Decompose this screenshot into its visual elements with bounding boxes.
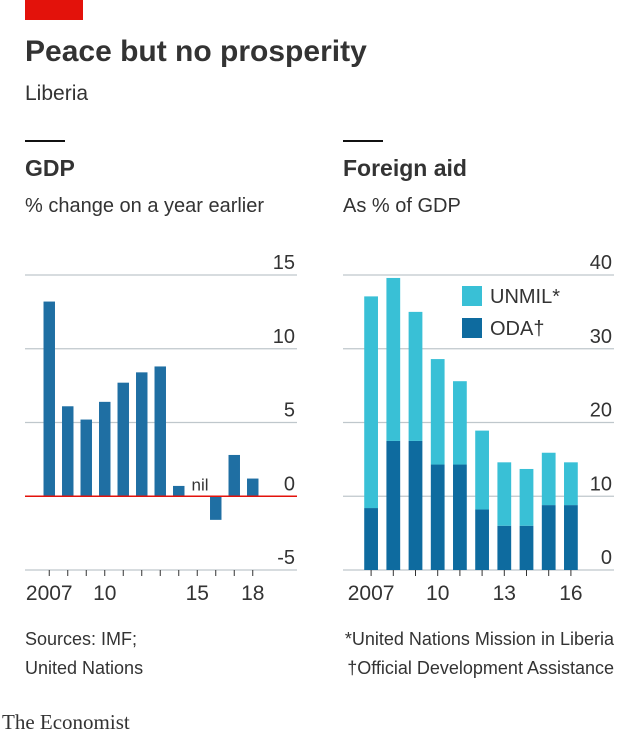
title: Peace but no prosperity [25, 35, 367, 68]
y-tick-label: 10 [273, 326, 295, 348]
subtitle: Liberia [25, 82, 88, 105]
bar-segment [475, 509, 489, 570]
bar-segment [386, 440, 401, 570]
bar [80, 419, 92, 497]
bar [247, 478, 259, 497]
brand-tag [25, 0, 83, 20]
bar [62, 406, 74, 497]
bar-segment [364, 508, 378, 570]
bar-segment [475, 430, 489, 510]
legend-label: UNMIL* [490, 286, 560, 308]
source: United Nations [25, 658, 143, 678]
y-tick-label: 10 [590, 473, 612, 495]
bar-segment [519, 525, 534, 570]
x-tick-label: 15 [186, 582, 209, 605]
x-tick-label: 16 [559, 582, 582, 605]
bar [99, 401, 111, 497]
bar-segment [564, 505, 578, 570]
y-tick-label: -5 [277, 547, 295, 569]
x-tick-label: 10 [93, 582, 116, 605]
y-tick-label: 15 [273, 252, 295, 274]
brand: The Economist [2, 710, 130, 734]
bar-segment [519, 468, 534, 526]
source: Sources: IMF; [25, 629, 137, 649]
chart-subtitle: As % of GDP [343, 195, 461, 217]
bar [210, 496, 222, 520]
y-tick-label: 0 [284, 473, 295, 495]
y-tick-label: 30 [590, 326, 612, 348]
y-tick-label: 40 [590, 252, 612, 274]
chart-title: Foreign aid [343, 155, 467, 181]
bar [117, 382, 129, 497]
y-tick-label: 0 [601, 547, 612, 569]
bar-segment [408, 440, 423, 570]
bar [228, 454, 240, 497]
footnote: *United Nations Mission in Liberia [345, 629, 615, 649]
bar-segment [497, 525, 512, 570]
bar-segment [430, 464, 445, 570]
bar-segment [453, 381, 467, 465]
value-label: nil [192, 475, 209, 494]
y-tick-label: 20 [590, 400, 612, 422]
footnote: †Official Development Assistance [347, 658, 614, 678]
legend-swatch [462, 286, 482, 306]
bar-segment [364, 296, 378, 509]
bar-segment [497, 462, 512, 526]
chart-subtitle: % change on a year earlier [25, 195, 264, 217]
bar-segment [564, 462, 578, 506]
bar [43, 301, 55, 497]
bar [136, 372, 148, 497]
x-tick-label: 2007 [26, 582, 73, 605]
x-tick-label: 18 [241, 582, 264, 605]
bar-segment [453, 464, 467, 570]
bar [154, 366, 166, 497]
x-tick-label: 10 [426, 582, 449, 605]
legend-swatch [462, 318, 482, 338]
bar-segment [430, 359, 445, 465]
x-tick-label: 13 [493, 582, 516, 605]
bar-segment [408, 311, 423, 441]
legend-label: ODA† [490, 318, 544, 340]
chart-title: GDP [25, 155, 75, 181]
bar-segment [386, 277, 401, 441]
y-tick-label: 5 [284, 400, 295, 422]
x-tick-label: 2007 [348, 582, 395, 605]
bar [173, 485, 185, 497]
bar-segment [541, 452, 556, 506]
bar-segment [541, 505, 556, 570]
